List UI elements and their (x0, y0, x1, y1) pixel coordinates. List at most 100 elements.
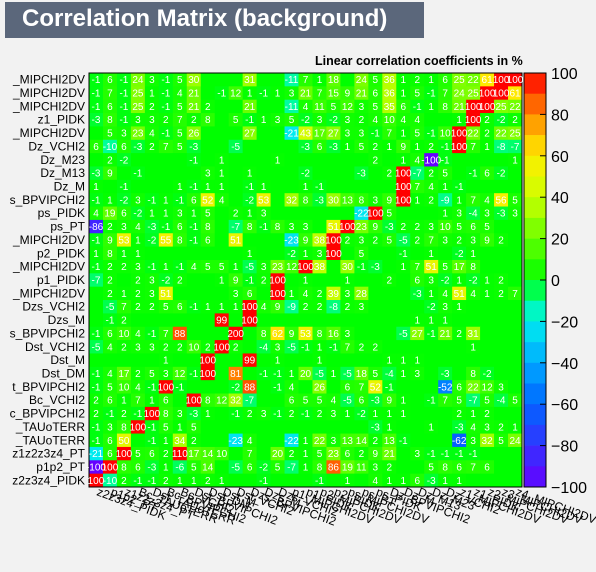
cell-value: -1 (189, 155, 198, 166)
heatmap-cell (340, 206, 355, 221)
heatmap-cell (340, 139, 355, 154)
heatmap-cell (424, 86, 439, 100)
heatmap-cell (438, 313, 453, 328)
heatmap-cell (298, 366, 313, 381)
heatmap-cell (494, 366, 509, 381)
heatmap-cell (228, 113, 243, 127)
heatmap-cell (172, 300, 188, 314)
cell-value: -2 (231, 382, 240, 393)
heatmap-cell (186, 393, 202, 408)
cell-value: -2 (161, 276, 170, 287)
heatmap-cell (130, 393, 146, 408)
cell-value: -1 (427, 449, 436, 460)
cell-value: 17 (118, 369, 130, 380)
heatmap-cell (354, 179, 369, 194)
cell-value: 3 (428, 276, 434, 287)
heatmap-cell (340, 273, 355, 287)
heatmap-cell (410, 233, 425, 247)
heatmap-cell (494, 420, 509, 434)
heatmap-cell (354, 233, 369, 247)
heatmap-cell (158, 153, 174, 167)
heatmap-cell (256, 86, 271, 100)
cell-value: 3 (107, 422, 113, 433)
cell-value: 25 (132, 89, 144, 100)
heatmap-cell (410, 179, 425, 194)
heatmap-cell (312, 153, 327, 167)
cell-value: 2 (135, 369, 141, 380)
y-tick-label: _MIPCHI2DV (12, 233, 85, 247)
heatmap-cell (89, 99, 104, 114)
cell-value: 3 (163, 369, 169, 380)
cell-value: 1 (163, 195, 169, 206)
heatmap-cell (158, 420, 174, 434)
cell-value: 2 (456, 235, 462, 246)
cell-value: 8 (177, 235, 183, 246)
cell-value: -1 (119, 115, 128, 126)
heatmap-cell (326, 353, 341, 368)
heatmap-cell (354, 139, 369, 154)
cell-value: 52 (202, 195, 214, 206)
heatmap-cell-labels: -1 6 -1 24 3 -1 5 30 31 -11 7 1 18 24 5 36 1 2 1 6 25 22 61 100… (86, 75, 524, 487)
y-tick-label: Bc_VCHI2 (29, 393, 85, 407)
y-tick-label: _TAUoTERR (15, 433, 85, 447)
cell-value: -1 (161, 222, 170, 233)
heatmap-cell (410, 326, 425, 341)
heatmap-cell (284, 366, 299, 381)
color-scale-band (524, 404, 546, 426)
heatmap-cell (102, 86, 118, 100)
cell-value: 1 (163, 209, 169, 220)
heatmap-cell (452, 446, 467, 461)
heatmap-cell (200, 113, 216, 127)
heatmap-cell (508, 219, 523, 234)
cell-value: 8 (303, 195, 309, 206)
heatmap-cell (354, 300, 369, 314)
heatmap-cell (508, 86, 523, 100)
heatmap-cell (326, 206, 341, 221)
heatmap-cell (424, 366, 439, 381)
heatmap-cell (270, 126, 285, 141)
y-tick-label: Dz_M23 (40, 153, 85, 167)
heatmap-cell (89, 300, 104, 314)
heatmap-cell (200, 340, 216, 354)
heatmap-cell (102, 193, 118, 207)
cell-value: 2 (317, 289, 323, 300)
heatmap-cell (396, 73, 411, 87)
heatmap-cell (340, 353, 355, 368)
cell-value: 1 (247, 89, 253, 100)
color-scale-tick-label: 60 (551, 149, 569, 166)
heatmap-cell (396, 473, 411, 488)
heatmap-cell (172, 193, 188, 207)
heatmap-cell (410, 193, 425, 207)
heatmap-cell (89, 246, 104, 261)
cell-value: 4 (303, 102, 309, 113)
heatmap-cell (214, 300, 229, 314)
heatmap-cell (494, 179, 509, 194)
heatmap-cell (270, 473, 285, 488)
cell-value: 22 (495, 129, 507, 140)
cell-value: 7 (442, 396, 448, 407)
heatmap-cell (424, 313, 439, 328)
cell-value: 1 (512, 155, 518, 166)
heatmap-cell (200, 433, 216, 448)
cell-value: -1 (119, 182, 128, 193)
heatmap-cell (270, 420, 285, 434)
heatmap-cell (214, 139, 229, 154)
heatmap-cell (466, 273, 481, 287)
cell-value: 2 (345, 302, 351, 313)
heatmap-cell (89, 273, 104, 287)
heatmap-cell (298, 406, 313, 421)
cell-value: -52 (438, 382, 453, 393)
cell-value: -1 (92, 382, 101, 393)
heatmap-cell (116, 206, 132, 221)
heatmap-cell (480, 313, 495, 328)
heatmap-cell (480, 286, 495, 301)
heatmap-cell (130, 246, 146, 261)
cell-value: -1 (189, 182, 198, 193)
cell-value: 2 (121, 316, 127, 327)
cell-value: 5 (163, 422, 169, 433)
heatmap-cell (326, 246, 341, 261)
cell-value: -100 (421, 155, 441, 166)
cell-value: 1 (219, 302, 225, 313)
heatmap-cell (410, 166, 425, 181)
heatmap-cell (144, 126, 160, 141)
